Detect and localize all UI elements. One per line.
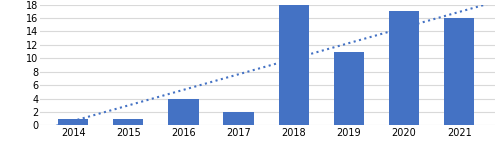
Bar [168, 99, 198, 125]
Bar [113, 119, 144, 125]
Bar [58, 119, 88, 125]
Bar [224, 112, 254, 125]
Bar [444, 18, 474, 125]
Bar [389, 11, 419, 125]
Bar [334, 52, 364, 125]
Bar [278, 5, 309, 125]
